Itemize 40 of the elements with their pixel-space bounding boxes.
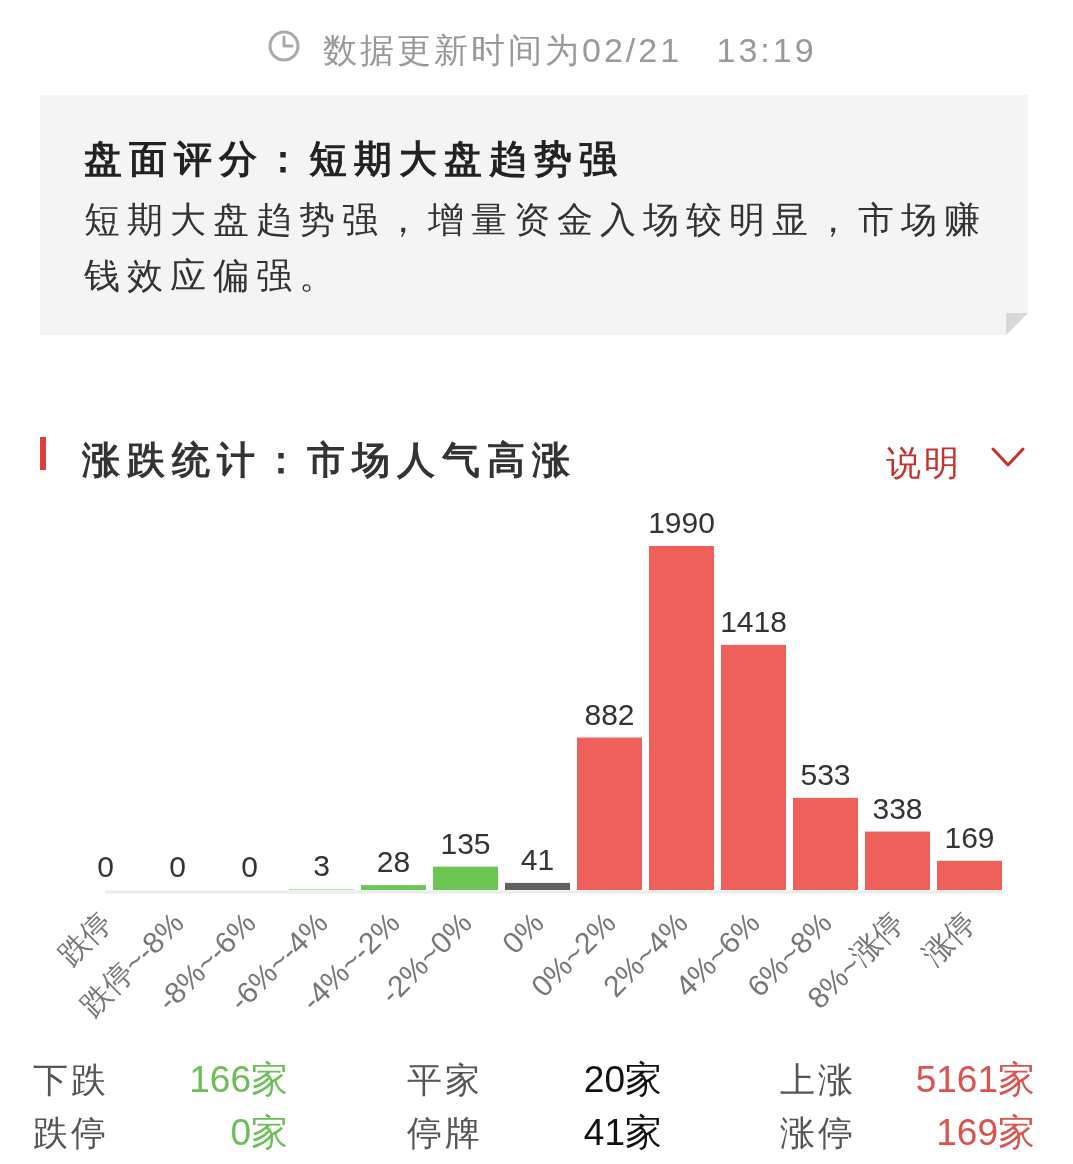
text: 169家 [936,1112,1035,1153]
bar [793,797,858,890]
data-label: 28 [376,845,411,879]
data-label: 1990 [648,506,715,539]
text: 说明 [886,443,962,482]
data-label: 41 [520,842,555,876]
text: 下跌 [33,1060,109,1099]
data-label: 3 [313,849,330,883]
text: 涨停 [780,1113,856,1152]
text: 盘面评分：短期大盘趋势强 [83,138,624,180]
data-label: 169 [944,820,995,854]
data-label: 0 [97,850,114,883]
bar [721,644,786,890]
text: 短期大盘趋势强，增量资金入场较明显，市场赚钱效应偏强。 [84,198,988,298]
bar [937,860,1002,890]
x-tick-label: 涨停 [915,905,982,972]
text: 166家 [189,1059,288,1100]
text: 5161家 [915,1059,1035,1100]
bar [361,885,426,890]
bar [577,737,642,890]
chart-title: 涨跌统计：市场人气高涨 [81,439,577,481]
data-label: 338 [872,791,923,825]
bar [649,546,714,890]
data-label: 533 [800,757,851,791]
text: 平家 [407,1060,483,1099]
text: 41家 [583,1112,662,1153]
text: 跌停 [33,1113,109,1152]
bar [865,831,930,890]
text: 0家 [230,1112,288,1153]
text: 20家 [583,1059,662,1100]
data-label: 0 [169,850,186,883]
data-label: 882 [584,697,635,731]
data-label: 1418 [720,604,787,638]
data-label: 0 [241,850,258,883]
bar [505,882,570,890]
text: 停牌 [407,1113,483,1152]
bar [433,866,498,890]
data-label: 135 [440,826,491,860]
text: 上涨 [780,1060,856,1099]
text: 数据更新时间为02/21 13:19 [323,31,817,69]
